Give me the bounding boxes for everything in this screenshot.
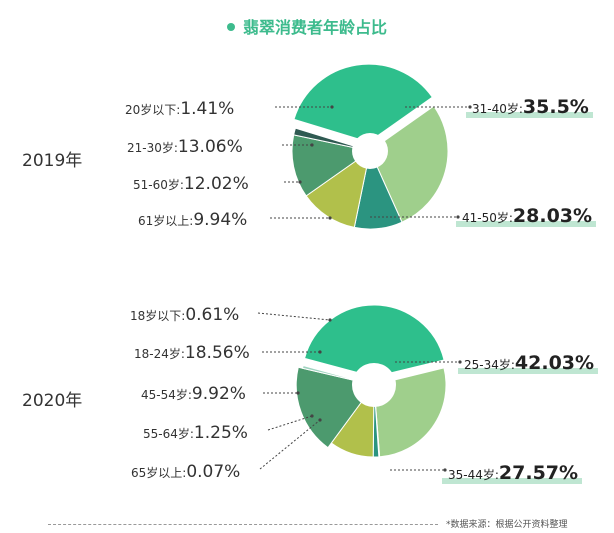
label-2020-18-under: 18岁以下:0.61% [130, 305, 240, 325]
highlight-bar [458, 368, 599, 374]
leader-dot [443, 468, 447, 472]
leader-line [257, 312, 331, 321]
leader-dot [298, 180, 302, 184]
pie-slice [293, 63, 434, 143]
year-label-2019: 2019年 [22, 151, 83, 171]
pie-slice [369, 105, 449, 223]
label-2020-45-54: 45-54岁:9.92% [141, 384, 246, 404]
leader-dot [296, 391, 300, 395]
source-note: *数据来源：根据公开资料整理 [446, 520, 568, 530]
pie-slice [291, 134, 372, 197]
leader-dot [328, 216, 332, 220]
label-2020-18-24: 18-24岁:18.56% [134, 343, 250, 363]
leader-dot [310, 143, 314, 147]
highlight-bar [456, 221, 597, 227]
leader-dot [310, 414, 314, 418]
leader-dot [468, 105, 472, 109]
footer-divider [48, 524, 438, 525]
chart-title: 翡翠消费者年龄占比 [0, 14, 614, 38]
label-2019-31-40: 31-40岁:35.5% [466, 96, 593, 118]
label-2020-65-over: 65岁以上:0.07% [131, 462, 241, 482]
label-2020-35-44: 35-44岁:27.57% [442, 462, 583, 484]
leader-dot [328, 318, 332, 322]
label-2019-20-under: 20岁以下:1.41% [125, 99, 235, 119]
highlight-bar [442, 478, 583, 484]
leader-dot [330, 105, 334, 109]
label-2019-41-50: 41-50岁:28.03% [456, 205, 597, 227]
label-2020-25-34: 25-34岁:42.03% [458, 352, 599, 374]
label-2019-21-30: 21-30岁:13.06% [127, 137, 243, 157]
pie-2019 [291, 63, 449, 230]
pie-slice [303, 304, 445, 378]
pie-slice [293, 127, 371, 152]
leader-dot [456, 215, 460, 219]
highlight-bar [466, 112, 593, 118]
donut-hole [352, 363, 396, 407]
leader-lines [257, 105, 472, 472]
pie-slice [305, 149, 371, 228]
label-2019-51-60: 51-60岁:12.02% [133, 174, 249, 194]
label-2020-55-64: 55-64岁:1.25% [143, 423, 248, 443]
leader-dot [458, 360, 462, 364]
leader-line [259, 419, 321, 470]
chart-title-text: 翡翠消费者年龄占比 [242, 18, 387, 37]
label-2019-61-over: 61岁以上:9.94% [138, 210, 248, 230]
leader-dot [318, 418, 322, 422]
leader-dot [318, 350, 322, 354]
donut-hole [352, 133, 388, 169]
title-dot-icon [226, 22, 235, 31]
pie-2020 [295, 304, 447, 458]
year-label-2020: 2020年 [22, 391, 83, 411]
